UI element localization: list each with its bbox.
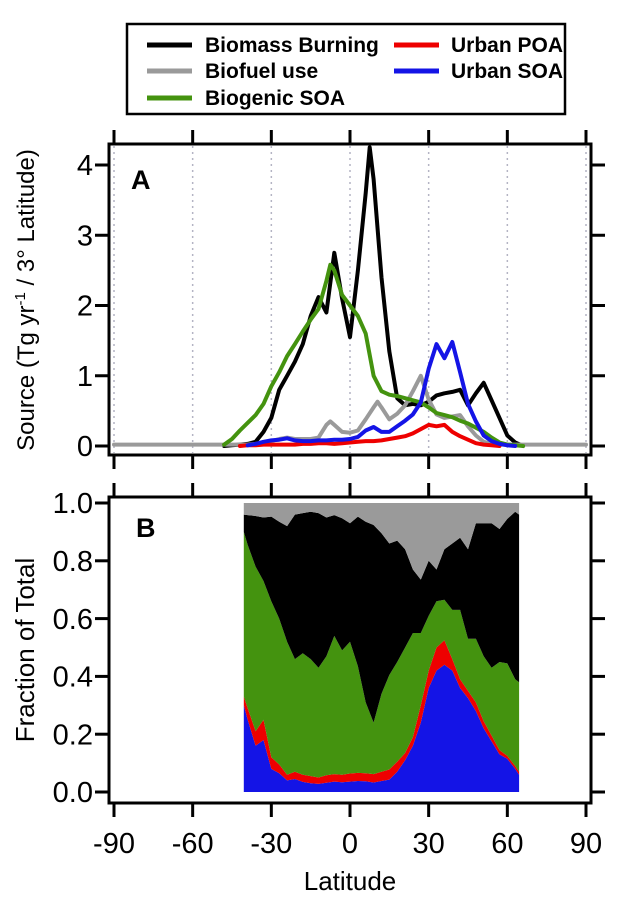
panel-b-y-tick-label-0.4: 0.4 bbox=[53, 662, 93, 694]
legend-label-urban-soa: Urban SOA bbox=[451, 60, 563, 83]
area-biogenic-soa bbox=[243, 531, 520, 778]
panel-a-y-tick-label-1: 1 bbox=[77, 361, 93, 393]
panel-a-y-tick-label-0: 0 bbox=[77, 431, 93, 463]
panel-b-letter: B bbox=[136, 513, 156, 543]
legend-box bbox=[125, 22, 567, 116]
legend-entry-biofuel-use: Biofuel use bbox=[147, 60, 318, 83]
panel-a-y-axis-title: Source (Tg yr-1 / 3° Latitude) bbox=[12, 149, 40, 451]
legend-label-biogenic-soa: Biogenic SOA bbox=[205, 87, 345, 110]
x-tick-label-0: 0 bbox=[342, 828, 358, 860]
panel-a-y-title-suffix: / 3° Latitude) bbox=[13, 149, 40, 292]
legend-entry-biogenic-soa: Biogenic SOA bbox=[147, 87, 345, 110]
legend-label-biofuel-use: Biofuel use bbox=[205, 60, 318, 83]
legend-label-urban-poa: Urban POA bbox=[451, 34, 563, 57]
x-axis-title: Latitude bbox=[304, 866, 397, 896]
x-tick-label--60: -60 bbox=[172, 828, 214, 860]
x-tick-label-60: 60 bbox=[491, 828, 523, 860]
panel-b-stacked-areas bbox=[243, 503, 520, 792]
legend: Biomass Burning Biofuel use Biogenic SOA Ur… bbox=[125, 22, 567, 116]
panel-a-curves bbox=[112, 145, 588, 448]
area-urban-soa bbox=[243, 664, 520, 792]
panel-b-y-tick-label-0.6: 0.6 bbox=[53, 604, 93, 636]
panel-a-y-tick-label-3: 3 bbox=[77, 220, 93, 252]
area-biofuel-use bbox=[243, 503, 520, 580]
panel-a-y-tick-label-4: 4 bbox=[77, 150, 93, 182]
panel-a-gridlines bbox=[113, 146, 587, 453]
curve-biomass-burning bbox=[222, 145, 526, 448]
panel-a-y-tick-label-2: 2 bbox=[77, 291, 93, 323]
legend-entry-biomass-burning: Biomass Burning bbox=[147, 34, 379, 57]
curve-urban-poa bbox=[237, 422, 502, 448]
legend-entry-urban-poa: Urban POA bbox=[394, 34, 563, 57]
x-tick-label-30: 30 bbox=[413, 828, 445, 860]
panel-a-y-title-main: Source (Tg yr bbox=[13, 305, 40, 450]
panel-a-letter: A bbox=[131, 165, 151, 195]
area-biomass-burning bbox=[243, 511, 520, 723]
panel-a-frame bbox=[107, 142, 593, 457]
panel-b-y-tick-label-0.8: 0.8 bbox=[53, 546, 93, 578]
panel-a-y-title-superscript: -1 bbox=[12, 292, 29, 305]
x-tick-label--30: -30 bbox=[250, 828, 292, 860]
x-tick-label--90: -90 bbox=[93, 828, 135, 860]
x-tick-label-90: 90 bbox=[570, 828, 602, 860]
panel-b-y-tick-label-0.2: 0.2 bbox=[53, 719, 93, 751]
axis-tick-labels: -90 -60 -30 0 30 60 90 0 1 2 3 4 0.0 0.2 0.4 0.6 0.8 1.0 bbox=[53, 150, 602, 860]
panel-b-y-tick-label-0.0: 0.0 bbox=[53, 777, 93, 809]
curve-urban-soa bbox=[245, 340, 518, 448]
panel-b-y-tick-label-1.0: 1.0 bbox=[53, 488, 93, 520]
panel-b-y-axis-title: Fraction of Total bbox=[10, 558, 40, 743]
legend-entry-urban-soa: Urban SOA bbox=[394, 60, 563, 83]
curve-biogenic-soa bbox=[222, 262, 526, 448]
axis-ticks bbox=[95, 130, 605, 817]
legend-label-biomass-burning: Biomass Burning bbox=[205, 34, 379, 57]
